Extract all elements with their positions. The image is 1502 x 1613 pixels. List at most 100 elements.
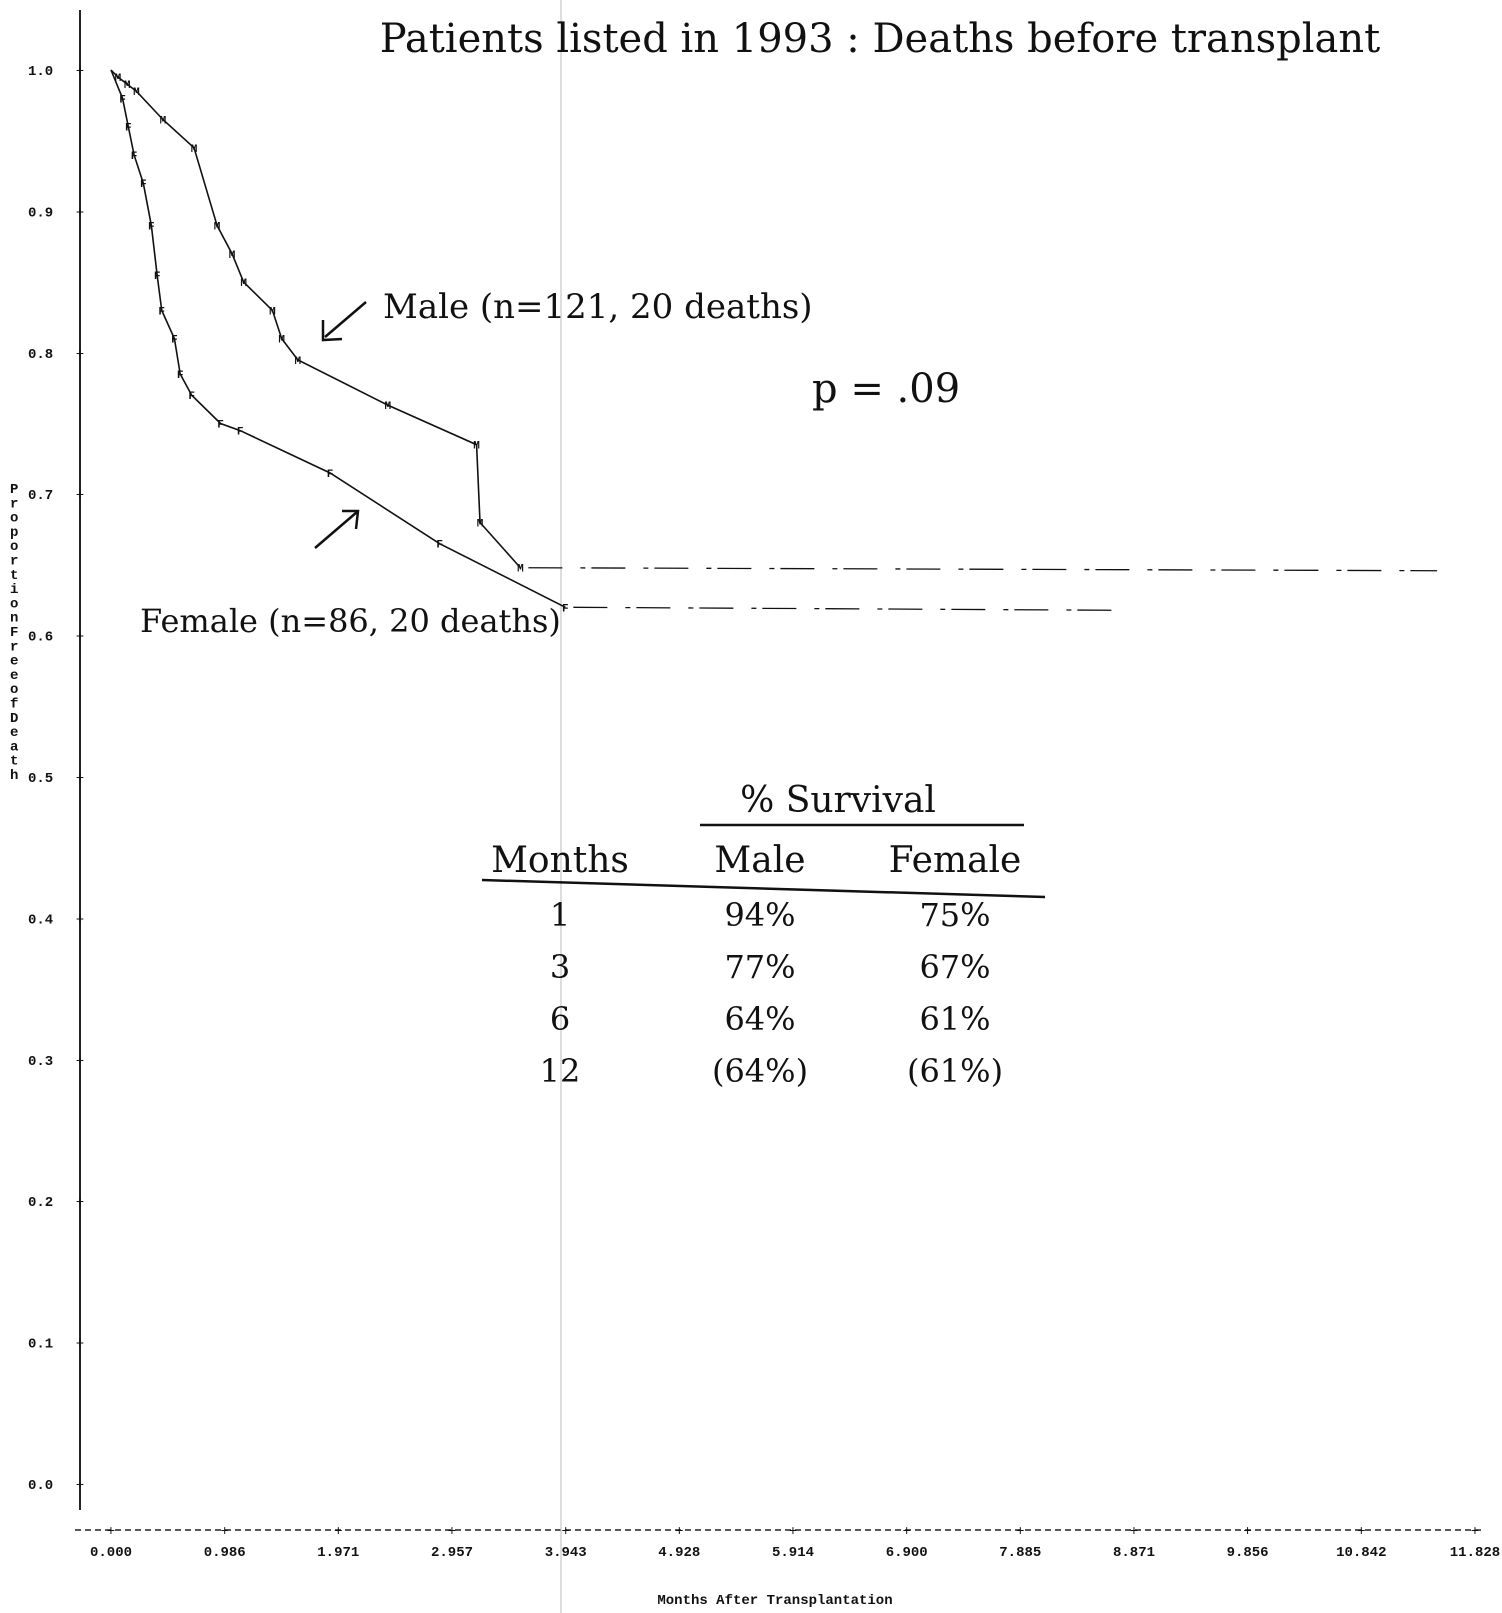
- y-axis-label-char: o: [10, 539, 18, 555]
- x-tick-mark: +: [1243, 1524, 1251, 1540]
- data-point-male: M: [295, 356, 302, 368]
- data-point-female: F: [131, 151, 138, 163]
- y-tick-mark: +: [76, 64, 84, 80]
- data-point-male: M: [133, 87, 140, 99]
- x-tick-label: 5.914: [772, 1545, 814, 1561]
- table-cell: 75%: [919, 896, 990, 934]
- y-axis-label-char: n: [10, 611, 18, 627]
- data-point-male: M: [160, 115, 167, 127]
- y-tick-label: 0.0: [28, 1478, 53, 1494]
- data-point-female: F: [171, 335, 178, 347]
- table-cell: 64%: [724, 1000, 795, 1038]
- table-col-months: Months: [491, 840, 629, 881]
- y-tick-label: 0.6: [28, 630, 53, 646]
- data-point-male: M: [214, 222, 221, 234]
- x-tick-mark: +: [789, 1524, 797, 1540]
- data-point-male: M: [124, 80, 131, 92]
- y-tick-label: 0.5: [28, 771, 53, 787]
- y-axis-label-char: i: [10, 582, 18, 598]
- y-axis-label-char: e: [10, 725, 18, 741]
- data-point-female: F: [177, 370, 184, 382]
- series-line-male: [110, 69, 521, 569]
- data-point-female: F: [327, 469, 334, 481]
- x-tick-label: 6.900: [886, 1545, 928, 1561]
- y-axis-label-char: f: [10, 697, 18, 713]
- data-point-male: M: [191, 144, 198, 156]
- series-line-female: [110, 69, 566, 609]
- y-tick-label: 0.9: [28, 205, 53, 221]
- female-annotation: Female (n=86, 20 deaths): [140, 602, 561, 640]
- data-point-female: F: [148, 222, 155, 234]
- x-tick-mark: +: [334, 1524, 342, 1540]
- y-axis-label-char: e: [10, 668, 18, 684]
- y-axis-label-char: t: [10, 568, 18, 584]
- x-tick-label: 7.885: [999, 1545, 1041, 1561]
- y-axis-label-char: F: [10, 625, 18, 641]
- x-tick-mark: +: [675, 1524, 683, 1540]
- data-point-female: F: [140, 179, 147, 191]
- y-tick-label: 0.8: [28, 347, 53, 363]
- female-pointer-arrow: [314, 509, 360, 549]
- y-tick-mark: +: [76, 347, 84, 363]
- y-tick-label: 0.2: [28, 1195, 53, 1211]
- male-annotation: Male (n=121, 20 deaths): [383, 287, 813, 327]
- y-tick-label: 0.1: [28, 1337, 53, 1353]
- data-point-male: M: [517, 564, 524, 576]
- table-col-male: Male: [714, 840, 805, 881]
- y-axis-label-char: a: [10, 739, 19, 755]
- x-tick-label: 9.856: [1227, 1545, 1269, 1561]
- data-point-male: M: [384, 401, 391, 413]
- data-point-male: M: [240, 278, 247, 290]
- axes: [75, 0, 1485, 1613]
- x-tick-label: 3.943: [545, 1545, 587, 1561]
- table-cell: 94%: [724, 896, 795, 934]
- axis-ticks: 0.0 +0.1 +0.2 +0.3 +0.4 +0.5 +0.6 +0.7 +0.8 +0.9 +…: [10, 64, 1500, 1561]
- survival-table: % Survival Months Male Female 1 94% 75% 3 77…: [481, 780, 1046, 1090]
- chart-title: Patients listed in 1993 : Deaths before …: [380, 16, 1381, 62]
- y-axis-label-char: o: [10, 596, 18, 612]
- x-tick-mark: +: [1130, 1524, 1138, 1540]
- x-tick-label: 8.871: [1113, 1545, 1155, 1561]
- data-point-male: M: [115, 73, 122, 85]
- data-point-female: F: [154, 271, 161, 283]
- y-tick-mark: +: [76, 1054, 84, 1070]
- data-point-female: F: [217, 420, 224, 432]
- x-tick-mark: +: [1016, 1524, 1024, 1540]
- data-point-female: F: [237, 427, 244, 439]
- data-point-male: M: [473, 441, 480, 453]
- censored-tail-male: [528, 567, 1438, 572]
- y-tick-label: 0.3: [28, 1054, 53, 1070]
- x-tick-mark: +: [562, 1524, 570, 1540]
- table-cell: (61%): [907, 1052, 1003, 1090]
- y-axis-label-char: r: [10, 496, 18, 512]
- x-tick-label: 0.986: [204, 1545, 246, 1561]
- x-tick-label: 1.971: [317, 1545, 359, 1561]
- table-col-female: Female: [889, 840, 1022, 881]
- y-tick-mark: +: [76, 771, 84, 787]
- data-point-male: M: [269, 306, 276, 318]
- y-axis-label-char: p: [10, 525, 18, 541]
- y-tick-label: 0.4: [28, 912, 53, 928]
- x-tick-mark: +: [903, 1524, 911, 1540]
- y-tick-mark: +: [76, 1478, 84, 1494]
- y-axis-label-char: P: [10, 482, 18, 498]
- x-tick-mark: +: [1471, 1524, 1479, 1540]
- data-point-female: F: [436, 540, 443, 552]
- x-tick-mark: +: [1357, 1524, 1365, 1540]
- y-tick-mark: +: [76, 205, 84, 221]
- y-tick-mark: +: [76, 488, 84, 504]
- x-axis-label: Months After Transplantation: [657, 1593, 892, 1609]
- survival-table-header: % Survival: [740, 780, 936, 821]
- x-tick-mark: +: [107, 1524, 115, 1540]
- x-tick-mark: +: [448, 1524, 456, 1540]
- y-axis-label-char: r: [10, 639, 18, 655]
- x-tick-mark: +: [221, 1524, 229, 1540]
- y-tick-mark: +: [76, 1337, 84, 1353]
- data-point-male: M: [477, 518, 484, 530]
- y-tick-mark: +: [76, 1195, 84, 1211]
- data-point-male: M: [229, 250, 236, 262]
- data-point-female: F: [125, 123, 132, 135]
